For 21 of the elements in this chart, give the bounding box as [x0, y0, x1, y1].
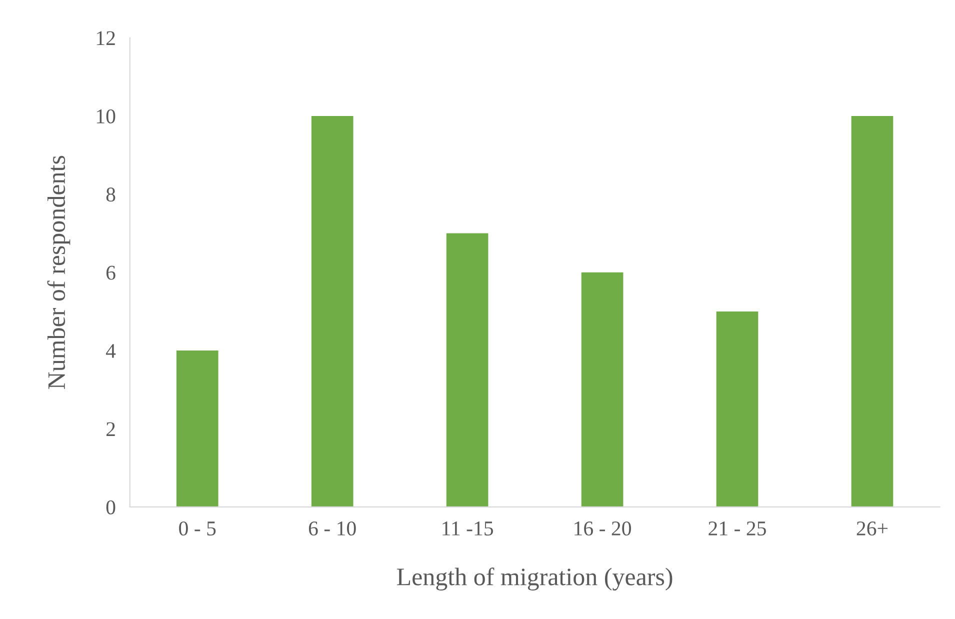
bar [851, 116, 894, 507]
x-tick-label: 11 -15 [442, 522, 494, 536]
y-tick-label: 6 [106, 266, 116, 280]
x-axis-title: Length of migration (years) [397, 568, 672, 591]
x-tick-label: 6 - 10 [308, 521, 356, 536]
y-tick-label: 2 [106, 422, 115, 436]
bar [716, 311, 758, 507]
x-tick-label: 16 - 20 [574, 521, 632, 536]
bar [176, 350, 218, 507]
y-axis-title: Number of respondents [47, 156, 70, 389]
y-tick-label: 4 [106, 344, 116, 358]
x-tick-label: 0 - 5 [179, 521, 216, 536]
bar [311, 116, 354, 507]
bar [581, 272, 624, 507]
bar [446, 233, 488, 507]
y-tick-label: 12 [96, 31, 115, 45]
y-tick-label: 10 [96, 109, 116, 124]
x-tick-label: 21 - 25 [708, 522, 766, 536]
y-tick-label: 8 [106, 188, 116, 202]
x-tick-label: 26+ [856, 522, 888, 536]
y-tick-label: 0 [106, 500, 116, 514]
